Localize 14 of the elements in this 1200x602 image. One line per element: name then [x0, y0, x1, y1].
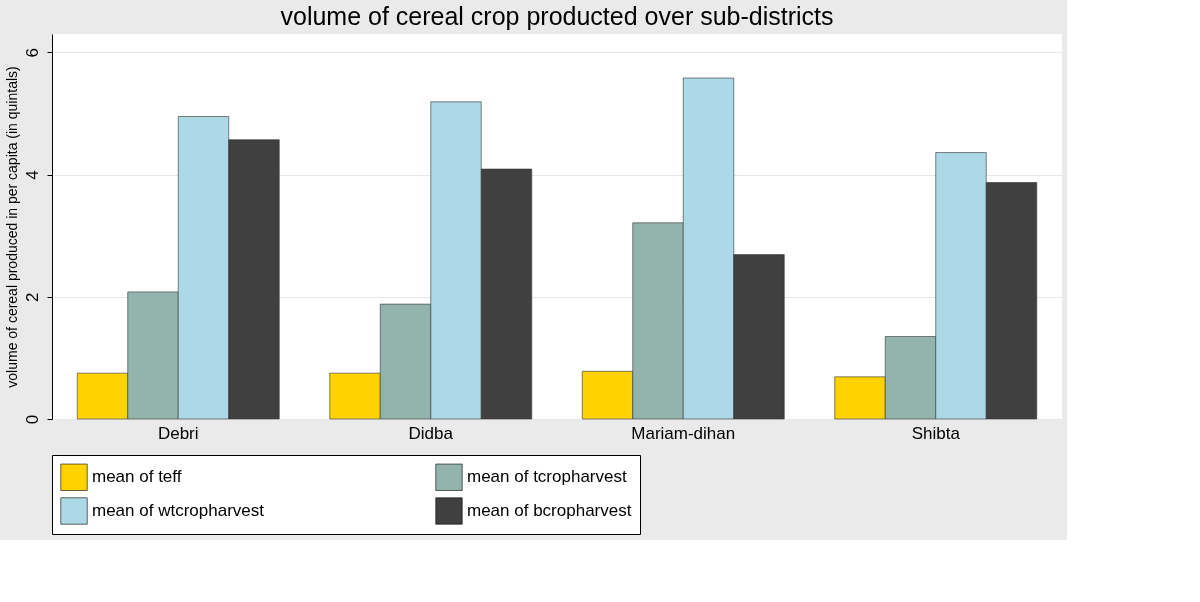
chart-title: volume of cereal crop producted over sub-districts [280, 2, 834, 30]
legend-label: mean of tcropharvest [467, 467, 627, 487]
legend-label: mean of teff [92, 467, 182, 487]
x-tick-label: Shibta [911, 423, 961, 443]
x-tick-label: Didba [408, 423, 454, 443]
legend-label: mean of wtcropharvest [92, 501, 265, 520]
y-tick-label: 2 [22, 292, 42, 303]
y-axis-title: volume of cereal produced in per capita (in quintals) [3, 66, 20, 388]
y-tick-label: 6 [22, 48, 42, 58]
legend-label: mean of bcropharvest [467, 501, 632, 520]
x-tick-label: Debri [157, 423, 199, 443]
y-tick-label: 4 [22, 170, 42, 180]
x-tick-label: Mariam-dihan [631, 423, 736, 443]
y-tick-label: 0 [22, 414, 42, 425]
